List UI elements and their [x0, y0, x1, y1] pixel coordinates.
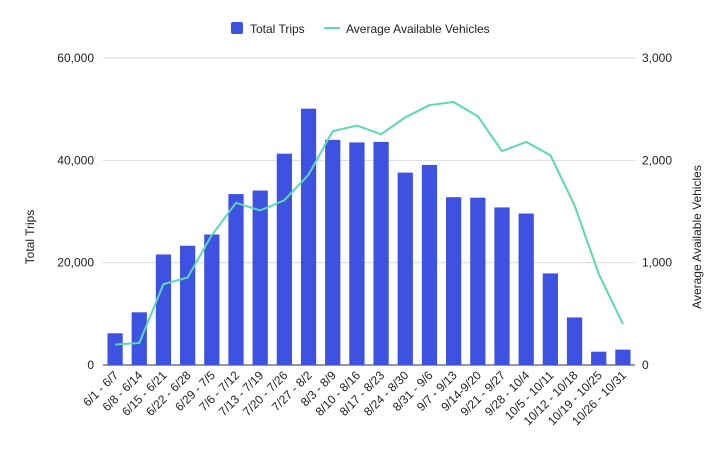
left-axis-title: Total Trips	[23, 210, 37, 265]
bar	[276, 153, 292, 365]
legend: Total Trips Average Available Vehicles	[231, 22, 490, 36]
bar-series	[107, 108, 631, 365]
right-axis-ticks: 0 1,000 2,000 3,000	[642, 51, 672, 372]
bar	[494, 207, 510, 365]
legend-label-total-trips: Total Trips	[250, 22, 305, 36]
y2-tick-label: 3,000	[642, 51, 672, 65]
bar	[591, 351, 607, 365]
bar	[107, 333, 123, 365]
bar	[131, 312, 147, 365]
bar	[397, 172, 413, 365]
legend-swatch-total-trips	[231, 22, 243, 34]
bar	[421, 164, 438, 365]
bar	[349, 142, 365, 365]
line-series	[115, 101, 624, 346]
bar	[518, 213, 534, 365]
bar	[446, 197, 462, 365]
legend-label-available-vehicles: Average Available Vehicles	[346, 22, 490, 36]
bar	[300, 108, 317, 365]
y-tick-label: 0	[87, 358, 94, 372]
y2-tick-label: 1,000	[642, 256, 672, 270]
y-tick-label: 20,000	[57, 256, 94, 270]
bar	[155, 254, 172, 365]
y-tick-label: 40,000	[57, 153, 94, 167]
left-axis-ticks: 0 20,000 40,000 60,000	[57, 51, 94, 372]
right-axis-title: Average Available Vehicles	[690, 165, 704, 309]
bar	[228, 194, 244, 365]
x-axis-ticks: 6/1 - 6/76/8 - 6/146/15 - 6/216/22 - 6/2…	[80, 368, 629, 428]
y2-tick-label: 0	[642, 358, 649, 372]
bar	[566, 317, 583, 365]
bar	[325, 139, 341, 365]
y2-tick-label: 2,000	[642, 153, 672, 167]
bar	[252, 190, 268, 365]
bar	[615, 349, 631, 365]
bar	[373, 141, 389, 365]
available-vehicles-line	[115, 101, 624, 346]
y-tick-label: 60,000	[57, 51, 94, 65]
bar	[542, 273, 558, 365]
bar	[204, 234, 220, 365]
bar	[180, 245, 196, 365]
bar	[470, 197, 486, 365]
